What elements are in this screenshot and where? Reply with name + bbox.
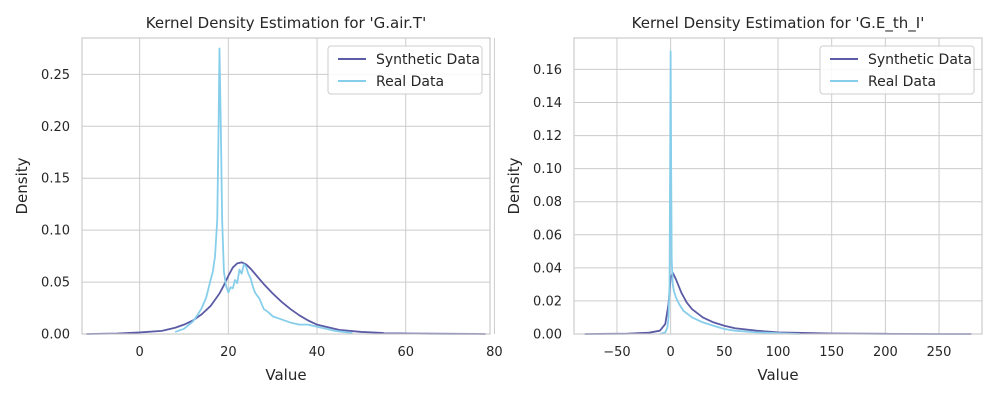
- y-tick-label: 0.02: [533, 294, 562, 309]
- legend-label-synthetic: Synthetic Data: [868, 52, 972, 68]
- legend-box: [819, 45, 975, 95]
- chart-title: Kernel Density Estimation for 'G.E_th_I': [632, 14, 925, 33]
- x-tick-label: 200: [873, 345, 898, 360]
- y-axis-label: Density: [505, 157, 523, 214]
- x-tick-label: 150: [819, 345, 844, 360]
- plot-frame: [573, 37, 983, 335]
- x-tick-label: 50: [716, 345, 733, 360]
- y-tick-label: 0.12: [533, 129, 562, 144]
- synthetic-data-line: [86, 261, 486, 335]
- y-tick-label: 0.20: [41, 120, 70, 135]
- x-axis-label: Value: [757, 366, 798, 384]
- x-tick-label: −50: [603, 345, 630, 360]
- legend: Synthetic Data Real Data: [819, 45, 975, 95]
- x-axis-label: Value: [265, 366, 306, 384]
- plot-frame: [81, 37, 491, 335]
- y-tick-label: 0.10: [41, 224, 70, 239]
- x-tick-label: 40: [309, 345, 326, 360]
- legend-box: [327, 45, 483, 95]
- real-data-line: [659, 50, 800, 335]
- real-data-line: [174, 47, 353, 334]
- y-tick-label: 0.08: [533, 195, 562, 210]
- synthetic-data-line: [584, 271, 972, 335]
- chart-panel-thermal-energy: −50 0 50 100 150 200 250 0.00 0.02 0.04 0.06 0.08 0.…: [505, 14, 983, 384]
- y-tick-label: 0.05: [41, 276, 70, 291]
- y-tick-label: 0.00: [41, 328, 70, 343]
- x-tick-label: 0: [666, 345, 674, 360]
- x-tick-label: 100: [766, 345, 791, 360]
- legend: Synthetic Data Real Data: [327, 45, 483, 95]
- legend-label-real: Real Data: [868, 74, 936, 90]
- x-tick-label: 80: [486, 345, 503, 360]
- x-tick-label: 20: [220, 345, 237, 360]
- y-tick-label: 0.16: [533, 63, 562, 78]
- y-tick-label: 0.00: [533, 328, 562, 343]
- y-tick-label: 0.06: [533, 228, 562, 243]
- y-axis-label: Density: [13, 157, 31, 214]
- x-tick-label: 60: [397, 345, 414, 360]
- chart-panel-air-temperature: 0 20 40 60 80 0.00 0.05 0.10 0.15 0.20 0.25 Kernel …: [13, 14, 503, 384]
- legend-label-real: Real Data: [376, 74, 444, 90]
- x-tick-label: 250: [927, 345, 952, 360]
- chart-title: Kernel Density Estimation for 'G.air.T': [146, 14, 426, 32]
- x-tick-label: 0: [136, 345, 144, 360]
- y-tick-label: 0.04: [533, 261, 562, 276]
- y-tick-label: 0.10: [533, 162, 562, 177]
- y-tick-label: 0.25: [41, 68, 70, 83]
- y-tick-label: 0.14: [533, 96, 562, 111]
- legend-label-synthetic: Synthetic Data: [376, 52, 480, 68]
- y-tick-label: 0.15: [41, 172, 70, 187]
